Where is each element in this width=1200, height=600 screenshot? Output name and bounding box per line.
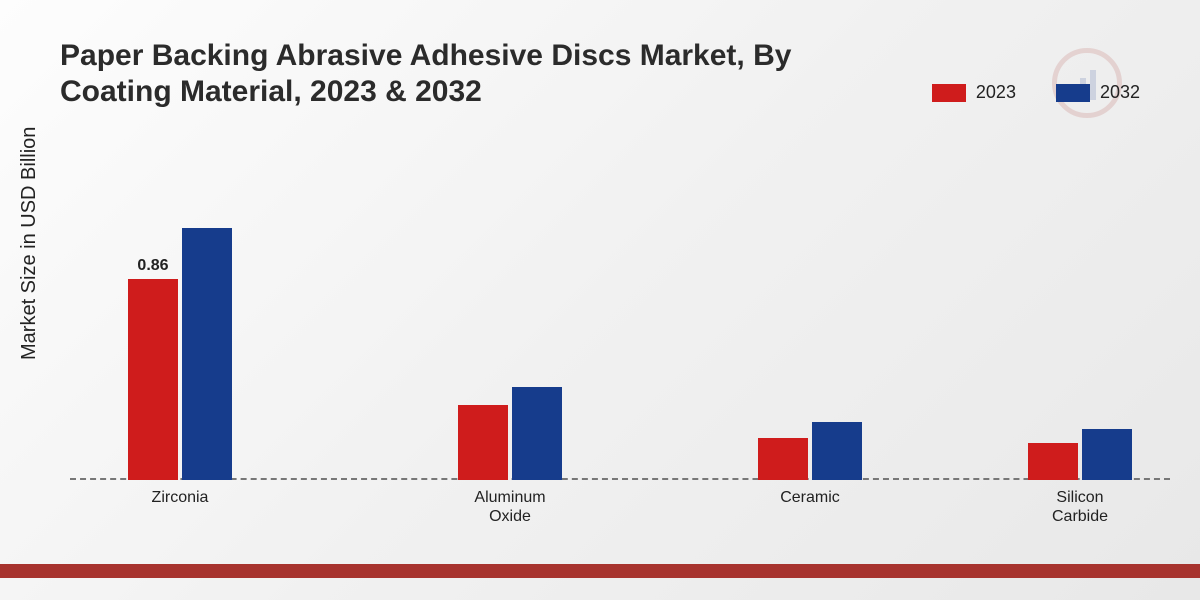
bar-zirconia-2032: [182, 228, 232, 480]
legend-label-2032: 2032: [1100, 82, 1140, 103]
legend-label-2023: 2023: [976, 82, 1016, 103]
x-label-silicon-carbide: SiliconCarbide: [1052, 488, 1108, 526]
chart-title: Paper Backing Abrasive Adhesive Discs Ma…: [60, 38, 860, 110]
bar-ceramic-2023: [758, 438, 808, 480]
bar-group-aluminum-oxide: [458, 387, 562, 480]
bar-ceramic-2032: [812, 422, 862, 480]
legend-swatch-2032: [1056, 84, 1090, 102]
value-label-zirconia-2023: 0.86: [137, 257, 168, 275]
bar-aluminum-oxide-2032: [512, 387, 562, 480]
bar-zirconia-2023: 0.86: [128, 279, 178, 480]
bar-group-silicon-carbide: [1028, 429, 1132, 480]
legend-item-2032: 2032: [1056, 82, 1140, 103]
bar-silicon-carbide-2032: [1082, 429, 1132, 480]
footer-accent-bar: [0, 564, 1200, 578]
x-axis-labels: Zirconia AluminumOxide Ceramic SiliconCa…: [70, 488, 1170, 548]
plot-area: 0.86: [70, 200, 1170, 480]
bar-group-zirconia: 0.86: [128, 228, 232, 480]
legend-swatch-2023: [932, 84, 966, 102]
legend-item-2023: 2023: [932, 82, 1016, 103]
x-label-zirconia: Zirconia: [152, 488, 209, 507]
bar-aluminum-oxide-2023: [458, 405, 508, 480]
chart-canvas: Paper Backing Abrasive Adhesive Discs Ma…: [0, 0, 1200, 600]
x-axis-baseline: [70, 478, 1170, 480]
y-axis-label: Market Size in USD Billion: [18, 127, 41, 360]
bar-silicon-carbide-2023: [1028, 443, 1078, 480]
x-label-ceramic: Ceramic: [780, 488, 840, 507]
legend: 2023 2032: [932, 82, 1140, 103]
x-label-aluminum-oxide: AluminumOxide: [474, 488, 545, 526]
bar-group-ceramic: [758, 422, 862, 480]
